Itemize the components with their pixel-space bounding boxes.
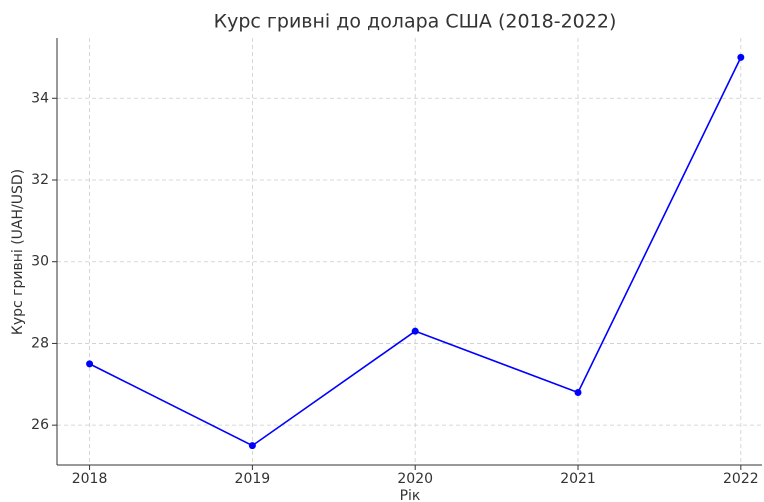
x-tick-label: 2018 (72, 471, 108, 487)
y-tick-label: 32 (31, 172, 49, 188)
x-tick-label: 2021 (560, 471, 596, 487)
x-axis-label: Рік (400, 488, 421, 502)
point (574, 388, 582, 396)
y-axis-label: Курс гривні (UAH/USD) (10, 169, 26, 335)
y-tick-label: 28 (31, 335, 49, 351)
y-tick-label: 34 (31, 90, 49, 106)
y-tick-label: 26 (31, 417, 49, 433)
x-tick-label: 2022 (723, 471, 759, 487)
point (411, 327, 419, 335)
point (86, 360, 94, 368)
x-tick-label: 2020 (397, 471, 433, 487)
point (737, 53, 745, 61)
chart-title: Курс гривні до долара США (2018-2022) (214, 11, 617, 33)
point (248, 442, 256, 450)
x-tick-label: 2019 (235, 471, 271, 487)
y-tick-label: 30 (31, 254, 49, 270)
